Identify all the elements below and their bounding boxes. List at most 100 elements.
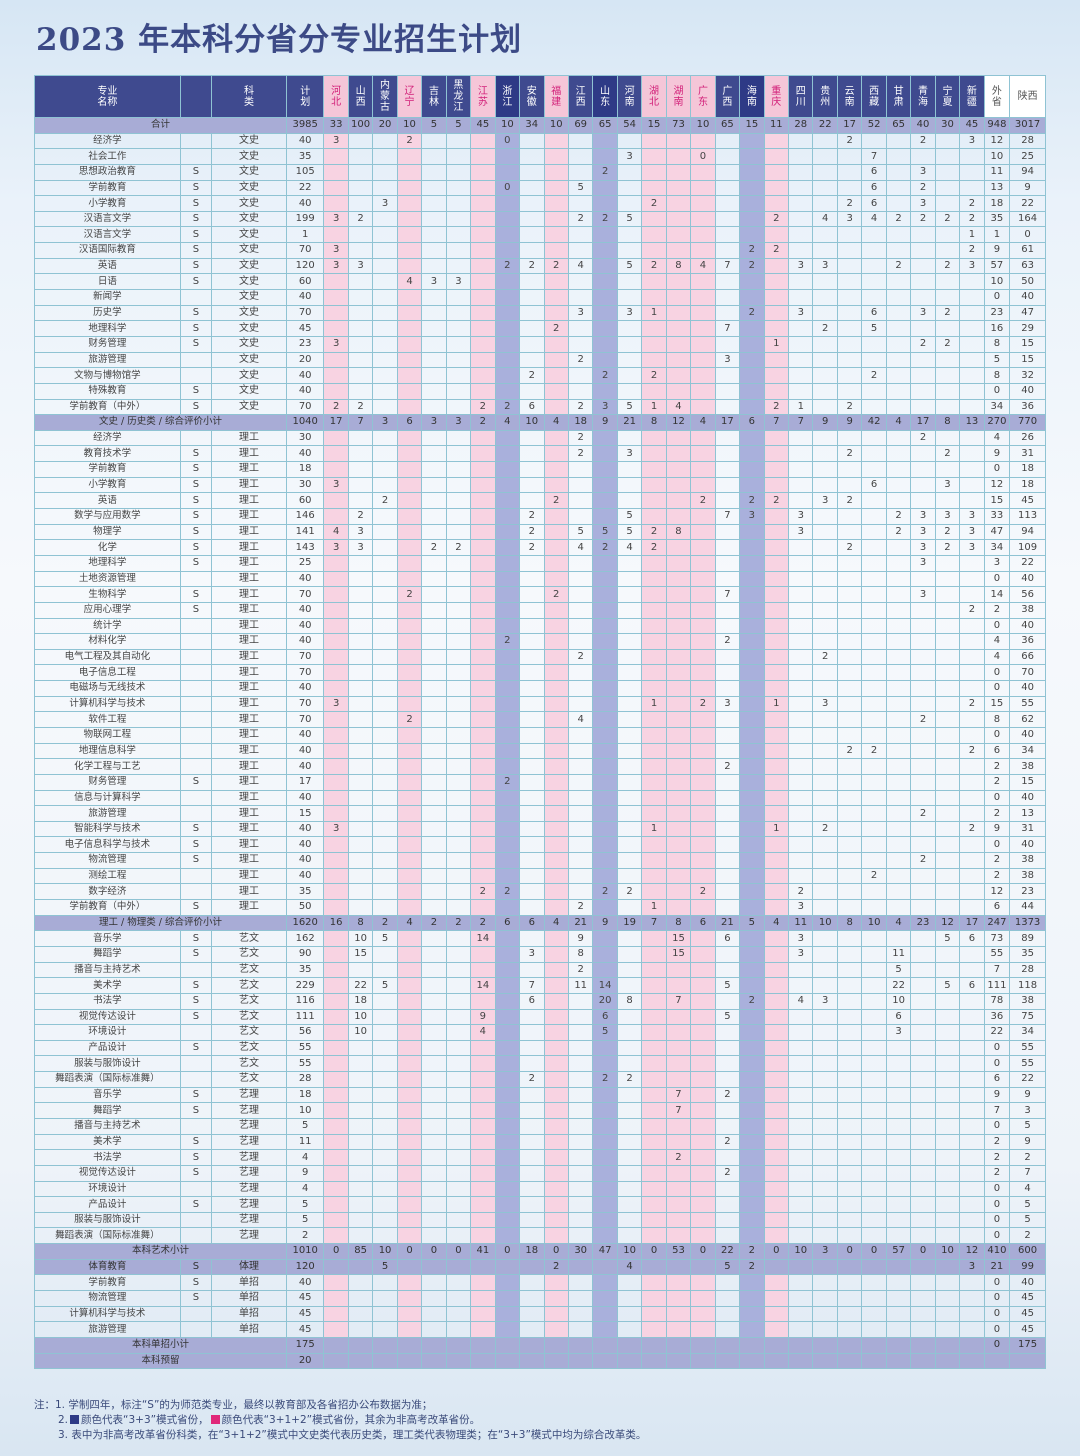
province-cell <box>567 867 594 885</box>
province-cell <box>959 1352 985 1370</box>
normal-mark <box>179 1055 213 1073</box>
province-cell <box>347 586 374 603</box>
province-cell <box>641 648 667 666</box>
province-cell <box>739 523 765 541</box>
province-cell <box>396 1258 423 1276</box>
province-cell: 600 <box>1009 1243 1046 1260</box>
province-cell <box>494 836 521 854</box>
province-cell <box>347 289 374 306</box>
table-row: 计算机科学与技术 理工 70 3 1 2 3 1 3 2 15 55 <box>34 695 1046 713</box>
province-cell <box>665 742 692 760</box>
province-cell <box>519 617 545 635</box>
province-cell <box>910 695 936 713</box>
category: 理工 <box>211 633 287 650</box>
province-cell <box>470 1211 496 1229</box>
major-name: 学前教育（中外） <box>34 398 181 416</box>
province-cell <box>641 586 667 603</box>
province-cell <box>714 726 741 744</box>
province-cell <box>543 695 569 713</box>
province-cell <box>641 1305 667 1323</box>
province-cell <box>592 742 618 760</box>
province-cell <box>470 508 496 525</box>
province-cell <box>739 1086 765 1104</box>
province-cell: 2 <box>494 257 521 275</box>
province-cell <box>616 977 643 994</box>
province-cell: 7 <box>983 1102 1011 1119</box>
province-cell <box>812 1055 838 1073</box>
province-cell <box>616 945 643 963</box>
province-cell <box>543 726 569 744</box>
province-cell <box>959 961 985 979</box>
plan-total: 9 <box>285 1164 325 1182</box>
province-cell <box>885 1149 912 1166</box>
province-cell <box>347 711 374 728</box>
province-cell <box>323 1149 349 1166</box>
province-cell <box>543 1133 569 1151</box>
province-cell <box>347 148 374 165</box>
province-cell <box>372 867 398 885</box>
province-cell <box>616 899 643 916</box>
normal-mark: S <box>179 899 213 916</box>
province-cell <box>470 758 496 775</box>
normal-mark: S <box>179 492 213 510</box>
province-cell <box>836 382 863 400</box>
province-cell <box>934 852 961 869</box>
province-cell <box>592 1164 618 1182</box>
province-cell <box>861 1274 887 1292</box>
province-cell: 4 <box>567 257 594 275</box>
province-cell <box>421 304 447 322</box>
normal-mark <box>179 664 213 682</box>
province-cell: 0 <box>445 1243 472 1260</box>
province-cell <box>788 1086 814 1104</box>
province-cell <box>788 539 814 556</box>
province-cell: 2 <box>1009 1149 1046 1166</box>
table-row: 经济学 文史 40 3 2 0 2 2 3 12 28 <box>34 132 1046 150</box>
province-cell <box>421 242 447 259</box>
province-cell <box>690 617 716 635</box>
province-cell <box>641 1211 667 1229</box>
province-cell <box>885 382 912 400</box>
province-cell <box>347 273 374 291</box>
province-cell <box>739 867 765 885</box>
province-cell: 2 <box>861 867 887 885</box>
province-cell <box>372 523 398 541</box>
province-cell <box>910 789 936 807</box>
province-cell: 14 <box>983 586 1011 603</box>
province-cell: 16 <box>323 914 349 932</box>
province-cell <box>861 617 887 635</box>
province-cell <box>567 508 594 525</box>
province-cell <box>763 1164 790 1182</box>
province-cell: 0 <box>983 617 1011 635</box>
province-cell <box>347 1164 374 1182</box>
category: 理工 <box>211 758 287 775</box>
province-cell <box>690 1180 716 1198</box>
province-cell <box>714 273 741 291</box>
province-cell <box>714 398 741 416</box>
category: 艺理 <box>211 1133 287 1151</box>
province-cell <box>372 1102 398 1119</box>
province-cell <box>323 1305 349 1323</box>
province-cell <box>470 523 496 541</box>
province-cell <box>812 680 838 697</box>
province-cell <box>739 210 765 228</box>
province-cell <box>396 1164 423 1182</box>
province-cell <box>690 1211 716 1229</box>
province-cell <box>470 1164 496 1182</box>
province-cell <box>543 242 569 259</box>
province-cell <box>861 1164 887 1182</box>
province-cell <box>470 257 496 275</box>
province-cell <box>641 789 667 807</box>
table-row: 学前教育（中外） S 理工 50 2 1 3 6 44 <box>34 899 1046 916</box>
province-cell <box>665 726 692 744</box>
province-cell: 57 <box>885 1243 912 1260</box>
province-cell <box>910 1039 936 1057</box>
province-cell <box>543 1024 569 1041</box>
province-cell <box>323 899 349 916</box>
province-cell <box>836 1055 863 1073</box>
province-cell: 0 <box>983 461 1011 478</box>
province-cell <box>714 1039 741 1057</box>
province-cell <box>592 351 618 369</box>
province-cell <box>421 1008 447 1026</box>
province-cell <box>347 1305 374 1323</box>
province-cell <box>959 163 985 181</box>
